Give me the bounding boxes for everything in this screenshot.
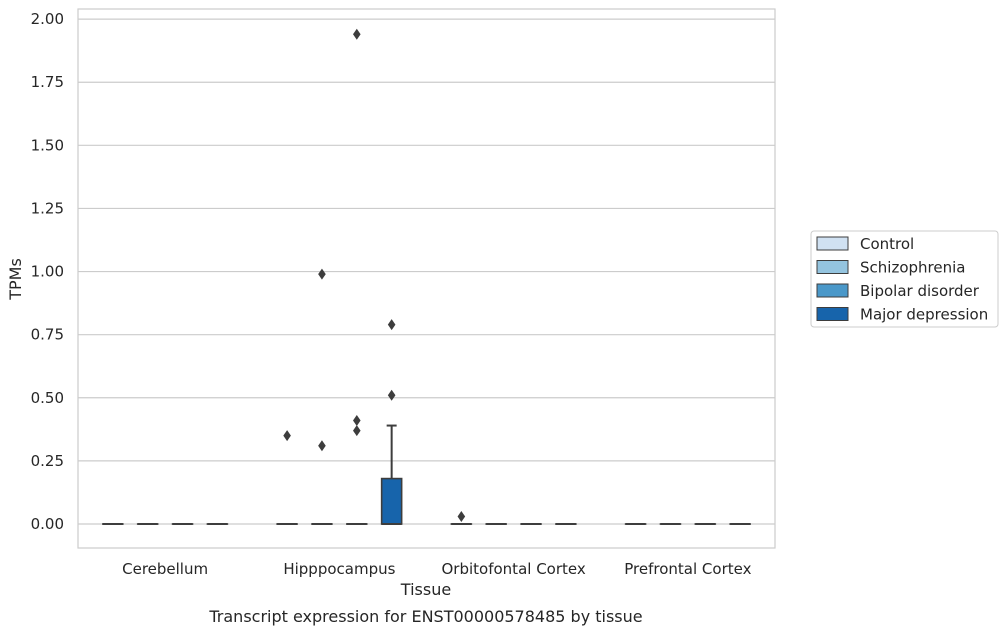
y-tick-label: 0.75 [31, 326, 64, 344]
box-group [380, 319, 403, 526]
x-tick-label: Prefrontal Cortex [624, 560, 751, 578]
outlier-point [387, 389, 396, 401]
y-tick-label: 1.75 [31, 73, 64, 91]
grid-lines [78, 18, 775, 525]
y-tick-label: 1.25 [31, 199, 64, 217]
box-group [450, 510, 473, 526]
box-group [276, 430, 298, 526]
legend-swatch [816, 260, 849, 274]
legend-label: Bipolar disorder [860, 282, 980, 300]
box-group [311, 268, 333, 526]
legend-swatch [816, 236, 849, 251]
legend-label: Schizophrenia [860, 259, 965, 277]
y-tick-label: 0.50 [31, 389, 64, 407]
box-marks [102, 28, 751, 526]
box [380, 477, 403, 525]
y-tick-label: 1.00 [31, 263, 64, 281]
y-tick-label: 1.50 [31, 136, 64, 154]
box-group [345, 28, 368, 526]
outlier-point [457, 510, 466, 522]
outlier-point [353, 415, 361, 427]
x-tick-label: Hipppocampus [283, 560, 395, 578]
outlier-point [318, 268, 326, 280]
y-tick-label: 2.00 [31, 10, 64, 28]
x-tick-labels: Cerebellum Hipppocampus Orbitofontal Corte… [122, 560, 751, 578]
y-tick-label: 0.25 [31, 452, 64, 470]
outlier-point [318, 440, 326, 452]
legend-label: Control [860, 235, 914, 253]
y-tick-label: 0.00 [31, 515, 64, 533]
legend-frame [810, 230, 999, 328]
chart-caption: Transcript expression for ENST0000057848… [208, 607, 642, 626]
outlier-point [353, 425, 361, 437]
outlier-point [353, 28, 361, 40]
outlier-point [283, 430, 291, 442]
legend: Control Schizophrenia Bipolar disorder Majo… [810, 230, 999, 328]
x-tick-label: Orbitofontal Cortex [442, 560, 586, 578]
legend-label: Major depression [860, 306, 988, 324]
plot-frame [77, 8, 776, 549]
x-axis-label: Tissue [400, 580, 451, 599]
legend-swatch [816, 307, 849, 321]
y-tick-labels: 0.00 0.25 0.50 0.75 1.00 1.25 1.50 1.75 2.00 [31, 10, 64, 533]
outlier-point [387, 319, 396, 331]
y-axis-label: TPMs [6, 258, 25, 301]
legend-swatch [816, 283, 849, 298]
x-tick-label: Cerebellum [122, 560, 208, 578]
